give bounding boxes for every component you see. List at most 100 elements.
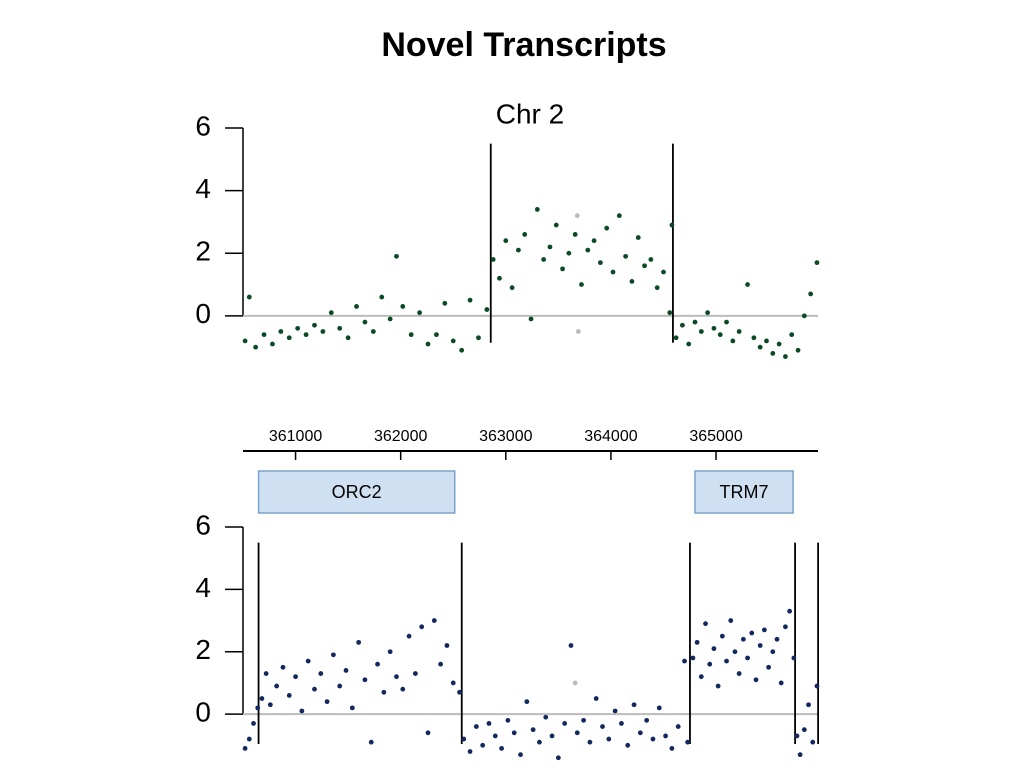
data-point (425, 341, 431, 347)
data-point (606, 736, 612, 742)
data-point (259, 696, 265, 701)
data-point (774, 636, 780, 642)
data-point (246, 294, 252, 300)
data-point (484, 307, 490, 312)
data-point (522, 232, 528, 237)
data-point (686, 341, 692, 347)
data-point (789, 332, 795, 338)
data-point (753, 677, 759, 683)
data-point (745, 282, 750, 287)
data-point (331, 652, 336, 658)
data-point (736, 329, 742, 334)
data-point (261, 332, 267, 338)
y-tick-label: 6 (195, 509, 211, 540)
data-point (787, 608, 793, 614)
data-point (400, 304, 406, 309)
data-point (387, 316, 393, 322)
data-point (770, 351, 776, 356)
data-point (406, 633, 412, 639)
data-point (528, 316, 534, 322)
data-point (656, 705, 662, 711)
data-point (690, 655, 696, 661)
x-tick-label: 365000 (689, 428, 742, 445)
data-point (286, 335, 292, 341)
data-point (715, 683, 721, 689)
data-point (585, 247, 591, 253)
data-point (274, 683, 280, 689)
data-point (467, 749, 473, 754)
data-point (719, 633, 725, 639)
data-point (673, 335, 679, 341)
data-point (572, 680, 578, 686)
data-point (457, 689, 462, 695)
data-point (797, 752, 803, 758)
data-point (412, 671, 418, 676)
data-point (764, 338, 769, 344)
data-point (425, 730, 431, 736)
data-point (480, 742, 486, 748)
data-point (394, 253, 399, 259)
data-point (349, 705, 355, 711)
data-point (251, 721, 256, 726)
data-point (625, 742, 631, 748)
data-point (740, 636, 746, 642)
data-point (648, 257, 654, 262)
data-point (476, 335, 481, 341)
data-point (791, 655, 797, 661)
slide-title: Novel Transcripts (381, 26, 666, 64)
data-point (698, 329, 704, 334)
x-tick-label: 364000 (584, 428, 637, 445)
data-point (394, 674, 399, 680)
data-point (581, 717, 586, 723)
data-point (776, 341, 782, 347)
data-point (518, 752, 523, 758)
data-point (434, 332, 439, 338)
data-point (745, 655, 750, 661)
data-point (669, 746, 675, 751)
y-tick-label: 2 (195, 236, 211, 267)
data-point (549, 733, 555, 739)
data-point (553, 222, 559, 228)
data-point (730, 338, 736, 344)
data-point (246, 736, 252, 742)
data-point (778, 680, 784, 686)
data-point (574, 213, 580, 219)
data-point (356, 639, 362, 645)
data-point (783, 624, 788, 630)
data-point (600, 724, 605, 729)
data-point (337, 683, 343, 689)
data-point (286, 692, 292, 698)
data-point (749, 630, 755, 636)
data-point (598, 260, 603, 266)
data-point (814, 260, 820, 266)
data-point (270, 341, 275, 347)
data-point (562, 721, 568, 726)
data-point (679, 322, 685, 328)
data-point (267, 702, 273, 708)
data-point (263, 671, 269, 676)
chart-title: Chr 2 (496, 98, 564, 129)
data-point (547, 244, 553, 250)
data-point (537, 739, 542, 745)
data-point (732, 649, 738, 655)
data-point (305, 658, 311, 664)
data-point (312, 322, 317, 328)
data-point (343, 668, 349, 673)
x-tick-label: 361000 (269, 428, 322, 445)
data-point (461, 736, 467, 742)
data-point (751, 335, 757, 341)
data-point (473, 724, 479, 729)
x-tick-label: 363000 (479, 428, 532, 445)
data-point (438, 661, 444, 667)
data-point (295, 325, 301, 331)
data-point (509, 285, 515, 291)
data-point (694, 639, 700, 645)
data-point (419, 624, 425, 630)
data-point (794, 733, 800, 739)
data-point (711, 325, 717, 331)
data-point (486, 721, 492, 726)
data-point (810, 739, 816, 745)
data-point (497, 275, 502, 281)
data-point (505, 717, 511, 723)
data-point (757, 643, 763, 648)
